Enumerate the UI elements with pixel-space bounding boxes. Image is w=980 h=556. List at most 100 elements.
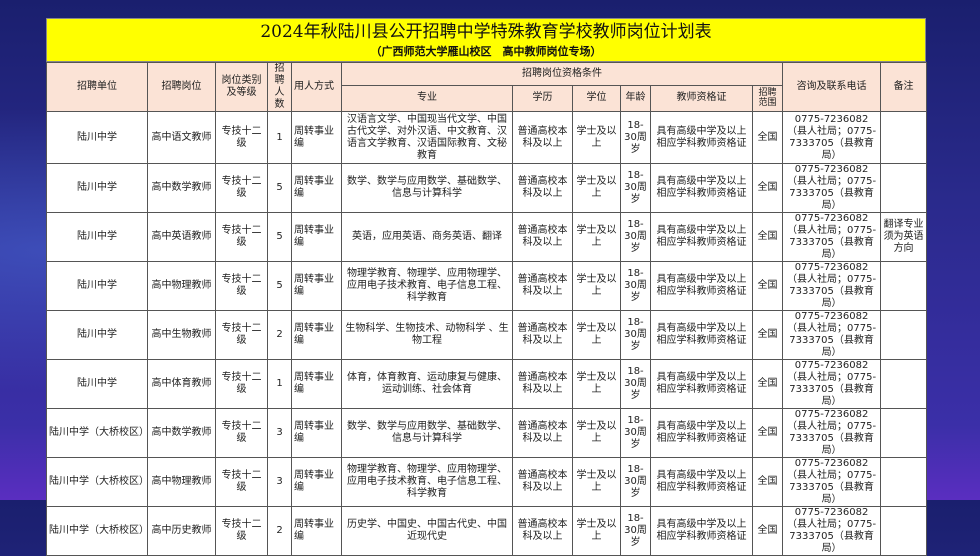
header-category: 岗位类别及等级 [215,62,268,112]
cell-degree: 学士及以上 [572,506,621,556]
cell-degree: 学士及以上 [572,310,621,360]
cell-remark: 翻译专业须为英语方向 [880,212,928,262]
cell-post: 高中数学教师 [147,163,216,213]
cell-scope: 全国 [751,111,784,164]
cell-education: 普通高校本科及以上 [512,310,573,360]
cell-age: 18-30周岁 [620,212,651,262]
cell-degree: 学士及以上 [572,111,621,164]
cell-degree: 学士及以上 [572,163,621,213]
cell-unit: 陆川中学（大桥校区） [46,457,148,507]
cell-age: 18-30周岁 [620,111,651,164]
page-title: 2024年秋陆川县公开招聘中学特殊教育学校教师岗位计划表 [260,22,712,42]
cell-education: 普通高校本科及以上 [512,212,573,262]
cell-category: 专技十二级 [215,506,268,556]
cell-degree: 学士及以上 [572,408,621,458]
table-row: 陆川中学（大桥校区） 高中物理教师 专技十二级 3 周转事业编 物理学教育、物理学、应用物… [46,457,928,507]
cell-education: 普通高校本科及以上 [512,408,573,458]
cell-major: 生物科学、生物技术、动物科学 、生物工程 [341,310,513,360]
cell-unit: 陆川中学（大桥校区） [46,506,148,556]
cell-certificate: 具有高级中学及以上相应学科教师资格证 [650,457,753,507]
cell-post: 高中物理教师 [147,261,216,311]
cell-contact: 0775-7236082（县人社局；0775-7333705（县教育局） [782,457,882,507]
cell-method: 周转事业编 [291,212,342,262]
cell-count: 1 [267,359,292,409]
table-row: 陆川中学 高中生物教师 专技十二级 2 周转事业编 生物科学、生物技术、动物科学 、生物工… [46,310,928,360]
cell-certificate: 具有高级中学及以上相应学科教师资格证 [650,163,753,213]
cell-count: 1 [267,111,292,164]
cell-age: 18-30周岁 [620,408,651,458]
cell-category: 专技十二级 [215,359,268,409]
cell-scope: 全国 [751,310,784,360]
table-row: 陆川中学 高中语文教师 专技十二级 1 周转事业编 汉语言文学、中国现当代文学、中国古代文… [46,111,928,164]
cell-category: 专技十二级 [215,261,268,311]
cell-count: 3 [267,408,292,458]
cell-post: 高中英语教师 [147,212,216,262]
cell-remark [880,261,928,311]
header-method: 用人方式 [291,62,342,112]
recruitment-table: 招聘单位 招聘岗位 岗位类别及等级 招聘人数 用人方式 招聘岗位资格条件 咨询及… [46,62,928,556]
cell-major: 体育，体育教育、运动康复与健康、运动训练、社会体育 [341,359,513,409]
cell-education: 普通高校本科及以上 [512,457,573,507]
cell-category: 专技十二级 [215,457,268,507]
cell-scope: 全国 [751,506,784,556]
cell-contact: 0775-7236082（县人社局；0775-7333705（县教育局） [782,111,882,164]
page-subtitle: （广西师范大学雁山校区 高中教师岗位专场） [370,45,602,58]
cell-scope: 全国 [751,457,784,507]
cell-age: 18-30周岁 [620,457,651,507]
cell-remark [880,408,928,458]
header-count: 招聘人数 [267,62,292,112]
cell-category: 专技十二级 [215,163,268,213]
cell-degree: 学士及以上 [572,212,621,262]
cell-remark [880,310,928,360]
cell-method: 周转事业编 [291,163,342,213]
header-contact: 咨询及联系电话 [782,62,882,112]
header-remark: 备注 [880,62,928,112]
cell-post: 高中数学教师 [147,408,216,458]
table-body: 陆川中学 高中语文教师 专技十二级 1 周转事业编 汉语言文学、中国现当代文学、中国古代文… [46,111,928,556]
cell-degree: 学士及以上 [572,359,621,409]
cell-age: 18-30周岁 [620,163,651,213]
table-row: 陆川中学 高中英语教师 专技十二级 5 周转事业编 英语，应用英语、商务英语、翻译 普通高校… [46,212,928,262]
table-row: 陆川中学（大桥校区） 高中历史教师 专技十二级 2 周转事业编 历史学、中国史、中国古代史… [46,506,928,556]
cell-certificate: 具有高级中学及以上相应学科教师资格证 [650,506,753,556]
cell-category: 专技十二级 [215,111,268,164]
cell-method: 周转事业编 [291,506,342,556]
cell-method: 周转事业编 [291,457,342,507]
cell-method: 周转事业编 [291,310,342,360]
header-age: 年龄 [620,84,651,113]
cell-remark [880,457,928,507]
cell-education: 普通高校本科及以上 [512,261,573,311]
cell-contact: 0775-7236082（县人社局；0775-7333705（县教育局） [782,310,882,360]
cell-age: 18-30周岁 [620,261,651,311]
cell-post: 高中体育教师 [147,359,216,409]
cell-major: 英语，应用英语、商务英语、翻译 [341,212,513,262]
cell-age: 18-30周岁 [620,359,651,409]
header-post: 招聘岗位 [147,62,216,112]
recruitment-plan-sheet: 2024年秋陆川县公开招聘中学特殊教育学校教师岗位计划表 （广西师范大学雁山校区… [46,18,928,556]
header-major: 专业 [341,84,513,113]
cell-count: 3 [267,457,292,507]
cell-unit: 陆川中学 [46,359,148,409]
cell-contact: 0775-7236082（县人社局；0775-7333705（县教育局） [782,408,882,458]
cell-education: 普通高校本科及以上 [512,506,573,556]
cell-unit: 陆川中学 [46,212,148,262]
cell-major: 汉语言文学、中国现当代文学、中国古代文学、对外汉语、中文教育、汉语言文学教育、汉… [341,111,513,164]
cell-remark [880,506,928,556]
cell-major: 物理学教育、物理学、应用物理学、应用电子技术教育、电子信息工程、科学教育 [341,457,513,507]
cell-remark [880,163,928,213]
cell-unit: 陆川中学 [46,310,148,360]
cell-remark [880,111,928,164]
cell-major: 历史学、中国史、中国古代史、中国近现代史 [341,506,513,556]
cell-count: 2 [267,310,292,360]
cell-age: 18-30周岁 [620,310,651,360]
cell-education: 普通高校本科及以上 [512,163,573,213]
cell-count: 5 [267,212,292,262]
cell-scope: 全国 [751,359,784,409]
header-education: 学历 [512,84,573,113]
cell-major: 物理学教育、物理学、应用物理学、应用电子技术教育、电子信息工程、科学教育 [341,261,513,311]
cell-certificate: 具有高级中学及以上相应学科教师资格证 [650,261,753,311]
cell-certificate: 具有高级中学及以上相应学科教师资格证 [650,359,753,409]
table-row: 陆川中学（大桥校区） 高中数学教师 专技十二级 3 周转事业编 数学、数学与应用数学、基础… [46,408,928,458]
cell-certificate: 具有高级中学及以上相应学科教师资格证 [650,111,753,164]
header-certificate: 教师资格证 [650,84,753,113]
